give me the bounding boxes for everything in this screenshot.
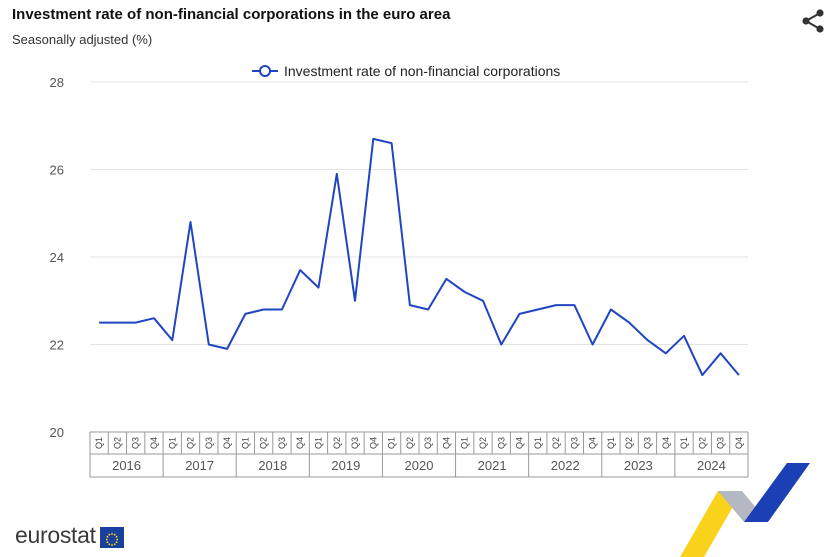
- data-point: [96, 320, 102, 326]
- quarter-tick-label: Q4: [222, 437, 232, 449]
- y-tick-label: 24: [50, 250, 64, 265]
- data-point: [151, 315, 157, 321]
- y-tick-label: 22: [50, 338, 64, 353]
- decorative-ribbon-icon: [680, 463, 810, 557]
- quarter-tick-label: Q1: [94, 437, 104, 449]
- data-point: [297, 267, 303, 273]
- data-point: [279, 307, 285, 313]
- quarter-tick-label: Q4: [588, 437, 598, 449]
- data-point: [334, 171, 340, 177]
- quarter-tick-label: Q3: [716, 437, 726, 449]
- quarter-tick-label: Q2: [186, 437, 196, 449]
- data-point: [261, 307, 267, 313]
- y-tick-label: 20: [50, 425, 64, 440]
- quarter-tick-label: Q1: [606, 437, 616, 449]
- series-line: [99, 137, 740, 377]
- data-point: [553, 302, 559, 308]
- quarter-tick-label: Q3: [131, 437, 141, 449]
- quarter-tick-label: Q1: [533, 437, 543, 449]
- data-point: [114, 320, 120, 326]
- year-tick-label: 2018: [258, 458, 287, 473]
- quarter-tick-label: Q3: [277, 437, 287, 449]
- quarter-tick-label: Q4: [515, 437, 525, 449]
- quarter-tick-label: Q4: [441, 437, 451, 449]
- year-tick-label: 2017: [185, 458, 214, 473]
- data-point: [389, 140, 395, 146]
- data-point: [425, 307, 431, 313]
- quarter-tick-label: Q4: [661, 437, 671, 449]
- chart-title: Investment rate of non-financial corpora…: [12, 6, 451, 23]
- y-tick-label: 26: [50, 163, 64, 178]
- year-tick-label: 2021: [478, 458, 507, 473]
- quarter-tick-label: Q3: [569, 437, 579, 449]
- year-tick-label: 2019: [331, 458, 360, 473]
- data-point: [590, 342, 596, 348]
- year-tick-label: 2023: [624, 458, 653, 473]
- data-point: [535, 307, 541, 313]
- quarter-tick-label: Q1: [240, 437, 250, 449]
- data-point: [315, 285, 321, 291]
- quarter-tick-label: Q2: [478, 437, 488, 449]
- quarter-tick-label: Q2: [112, 437, 122, 449]
- data-point: [681, 333, 687, 339]
- data-point: [370, 136, 376, 142]
- quarter-tick-label: Q2: [551, 437, 561, 449]
- year-tick-label: 2024: [697, 458, 726, 473]
- quarter-tick-label: Q2: [624, 437, 634, 449]
- quarter-tick-label: Q2: [405, 437, 415, 449]
- legend-marker-icon: [252, 65, 278, 77]
- data-point: [480, 298, 486, 304]
- quarter-tick-label: Q3: [423, 437, 433, 449]
- data-point: [498, 342, 504, 348]
- share-icon[interactable]: [800, 8, 826, 34]
- data-point: [169, 337, 175, 343]
- data-point: [736, 372, 742, 378]
- data-point: [608, 307, 614, 313]
- quarter-tick-label: Q4: [368, 437, 378, 449]
- data-point: [188, 219, 194, 225]
- data-point: [206, 342, 212, 348]
- year-tick-label: 2022: [551, 458, 580, 473]
- data-point: [644, 337, 650, 343]
- quarter-tick-label: Q2: [259, 437, 269, 449]
- legend-label: Investment rate of non-financial corpora…: [284, 63, 561, 79]
- data-point: [407, 302, 413, 308]
- quarter-tick-label: Q4: [295, 437, 305, 449]
- data-point: [133, 320, 139, 326]
- data-point: [517, 311, 523, 317]
- data-point: [663, 350, 669, 356]
- year-tick-label: 2020: [405, 458, 434, 473]
- data-point: [626, 320, 632, 326]
- logo-text: eurostat: [15, 522, 96, 548]
- quarter-tick-label: Q2: [332, 437, 342, 449]
- data-point: [571, 302, 577, 308]
- quarter-tick-label: Q4: [734, 437, 744, 449]
- legend[interactable]: Investment rate of non-financial corpora…: [252, 62, 560, 80]
- quarter-tick-label: Q4: [149, 437, 159, 449]
- quarter-tick-label: Q3: [350, 437, 360, 449]
- quarter-tick-label: Q3: [642, 437, 652, 449]
- year-tick-label: 2016: [112, 458, 141, 473]
- data-point: [242, 311, 248, 317]
- quarter-tick-label: Q1: [167, 437, 177, 449]
- quarter-tick-label: Q1: [460, 437, 470, 449]
- chart-subtitle: Seasonally adjusted (%): [12, 32, 153, 47]
- data-point: [352, 298, 358, 304]
- quarter-tick-label: Q1: [387, 437, 397, 449]
- data-point: [224, 346, 230, 352]
- data-point: [699, 372, 705, 378]
- quarter-tick-label: Q1: [313, 437, 323, 449]
- quarter-tick-label: Q1: [679, 437, 689, 449]
- data-point: [718, 350, 724, 356]
- data-point: [462, 289, 468, 295]
- y-tick-label: 28: [50, 75, 64, 90]
- data-point: [443, 276, 449, 282]
- eu-flag-icon: [99, 527, 124, 548]
- eurostat-logo: eurostat: [15, 522, 124, 549]
- quarter-tick-label: Q3: [204, 437, 214, 449]
- quarter-tick-label: Q2: [697, 437, 707, 449]
- quarter-tick-label: Q3: [496, 437, 506, 449]
